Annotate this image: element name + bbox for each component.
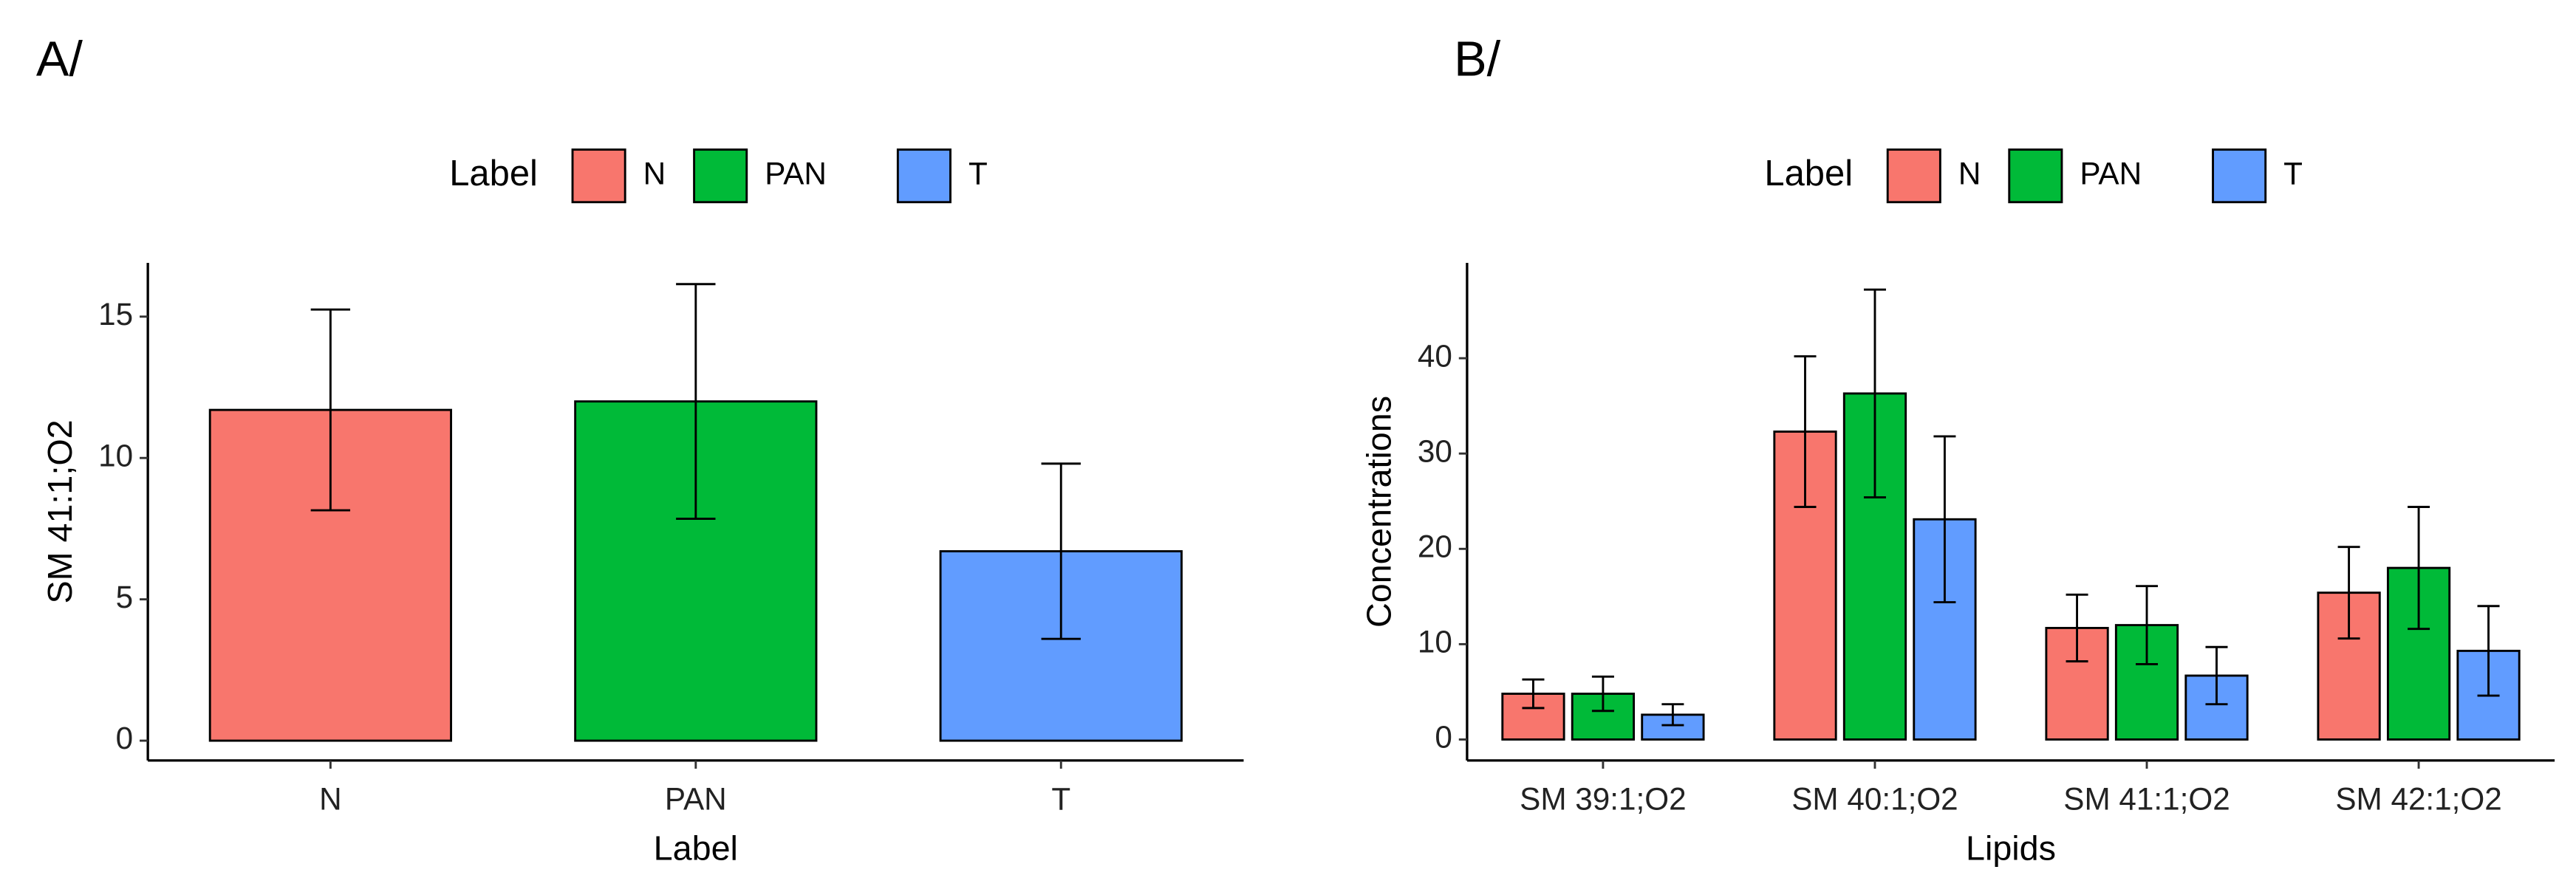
error-bar (1041, 462, 1081, 640)
error-bar (2408, 506, 2430, 631)
legend-label: PAN (2080, 156, 2142, 191)
legend-label: PAN (765, 156, 827, 191)
legend-title: Label (1764, 154, 1853, 193)
legend-label: N (643, 156, 666, 191)
legend-swatch (2212, 148, 2267, 204)
legend-title: Label (449, 154, 538, 193)
panel-label: A/ (36, 32, 83, 86)
legend-swatch (2008, 148, 2063, 204)
legend-label: T (968, 156, 988, 191)
error-bar (310, 308, 351, 512)
error-bar (2136, 585, 2159, 665)
x-tick-label: SM 42:1;O2 (2335, 782, 2501, 817)
y-axis-title: Concentrations (1360, 396, 1398, 628)
legend-label: T (2283, 156, 2303, 191)
x-axis-title: Lipids (1966, 829, 2056, 868)
legend-swatch (571, 148, 626, 204)
error-bar (2477, 605, 2500, 697)
error-bar (1522, 678, 1545, 710)
legend-swatch (693, 148, 748, 204)
panel-label: B/ (1454, 32, 1500, 86)
error-bar (676, 283, 716, 520)
x-tick-label: SM 39:1;O2 (1520, 782, 1686, 817)
y-tick-label: 30 (1418, 433, 1452, 468)
y-tick-label: 10 (98, 438, 133, 473)
x-tick-label: SM 40:1;O2 (1791, 782, 1958, 817)
error-bar (2066, 593, 2088, 663)
y-axis-title: SM 41:1;O2 (41, 419, 79, 603)
error-bar (1591, 675, 1614, 713)
error-bar (2205, 645, 2228, 706)
bar (2045, 626, 2109, 741)
y-tick-label: 40 (1418, 338, 1452, 373)
error-bar (2337, 546, 2360, 640)
x-tick-label: N (319, 782, 342, 817)
y-tick-label: 0 (1435, 720, 1452, 755)
y-tick-label: 5 (116, 580, 134, 614)
error-bar (1933, 435, 1956, 604)
x-tick-label: T (1051, 782, 1070, 817)
y-tick-label: 0 (116, 721, 134, 755)
error-bar (1863, 288, 1886, 499)
error-bar (1661, 703, 1684, 727)
y-tick-label: 10 (1418, 625, 1452, 659)
y-tick-label: 15 (98, 297, 133, 332)
legend-swatch (1886, 148, 1941, 204)
legend-swatch (896, 148, 952, 204)
error-bar (1794, 355, 1817, 508)
x-tick-label: SM 41:1;O2 (2063, 782, 2230, 817)
x-tick-label: PAN (665, 782, 727, 817)
x-axis-title: Label (654, 829, 738, 868)
legend-label: N (1958, 156, 1981, 191)
y-tick-label: 20 (1418, 529, 1452, 563)
